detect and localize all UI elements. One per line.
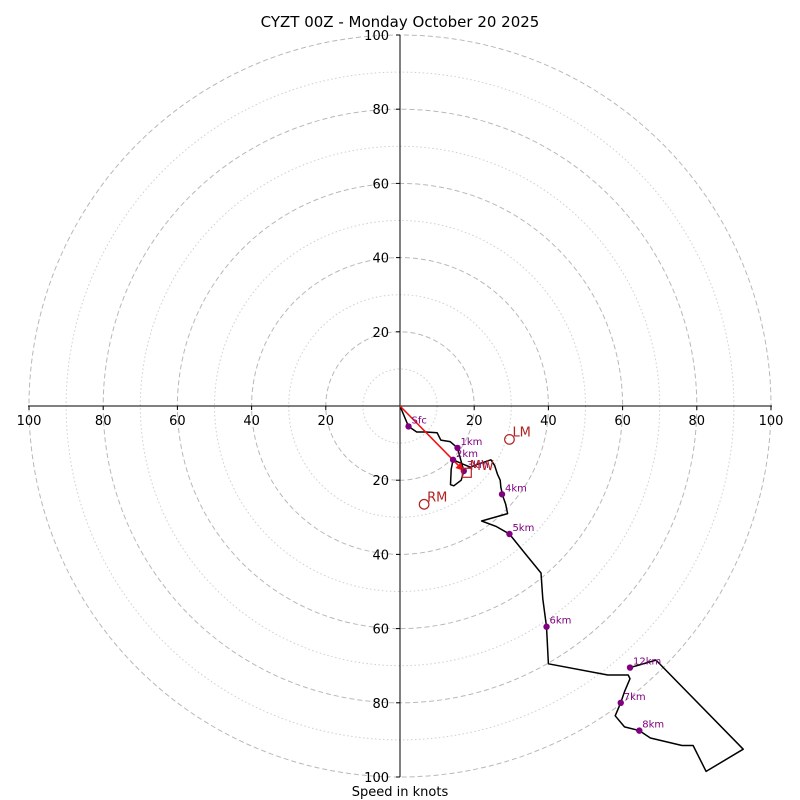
y-tick-label: 40 bbox=[372, 548, 389, 563]
x-tick-label: 40 bbox=[540, 414, 557, 429]
storm-motion-marker bbox=[418, 498, 430, 510]
height-marker-dot bbox=[617, 699, 624, 706]
y-tick-label: 60 bbox=[372, 623, 389, 638]
x-tick-label: 20 bbox=[466, 414, 483, 429]
x-tick-label: 100 bbox=[759, 414, 784, 429]
height-marker-label: 1km bbox=[461, 437, 483, 448]
height-marker-label: 2km bbox=[456, 449, 478, 460]
y-tick-label: 20 bbox=[372, 326, 389, 341]
y-tick-label: 40 bbox=[372, 252, 389, 267]
height-marker-dot bbox=[449, 456, 457, 463]
hodograph-trace bbox=[399, 405, 744, 773]
height-marker-dot bbox=[405, 423, 412, 430]
storm-motion-marker bbox=[504, 433, 515, 445]
x-tick-label: 80 bbox=[689, 414, 706, 429]
x-tick-label: 20 bbox=[318, 414, 335, 429]
storm-motion-markers: LM RM MW bbox=[418, 425, 531, 510]
storm-motion-marker bbox=[461, 467, 472, 478]
x-tick-label: 100 bbox=[17, 414, 42, 429]
height-marker-dot bbox=[498, 491, 506, 498]
x-tick-label: 60 bbox=[169, 414, 186, 429]
height-marker-label: 4km bbox=[505, 483, 527, 494]
height-marker-dot bbox=[636, 727, 643, 734]
height-marker-dot bbox=[626, 664, 634, 671]
height-marker-label: 7km bbox=[624, 692, 646, 703]
height-marker-label: Sfc bbox=[412, 415, 427, 426]
height-marker-dot bbox=[454, 444, 461, 452]
height-marker-label: 12km bbox=[633, 657, 661, 668]
y-tick-label: 100 bbox=[364, 29, 389, 44]
y-tick-label: 80 bbox=[372, 103, 389, 118]
y-tick-label: 20 bbox=[372, 474, 389, 489]
storm-motion-label: RM bbox=[427, 490, 447, 505]
storm-motion-label: MW bbox=[470, 459, 494, 474]
hodograph-trace-group bbox=[399, 405, 744, 773]
storm-motion-label: LM bbox=[512, 425, 530, 440]
height-marker-dot bbox=[506, 530, 513, 538]
height-marker-label: 8km bbox=[642, 720, 664, 731]
y-tick-label: 100 bbox=[364, 771, 389, 786]
y-tick-label: 60 bbox=[372, 177, 389, 192]
chart-title: CYZT 00Z - Monday October 20 2025 bbox=[261, 13, 540, 31]
height-marker-label: 5km bbox=[512, 523, 534, 534]
height-marker-label: 3km bbox=[467, 460, 489, 471]
height-marker-dot bbox=[543, 623, 550, 630]
x-tick-label: 60 bbox=[614, 414, 631, 429]
x-tick-label: 40 bbox=[243, 414, 260, 429]
y-tick-label: 80 bbox=[372, 697, 389, 712]
x-axis-label: Speed in knots bbox=[352, 785, 449, 800]
axis-ticks: 100 80 60 40 20 20 40 60 80 100 100 80 60 40 20 20 40 60 8… bbox=[17, 29, 784, 786]
x-tick-label: 80 bbox=[95, 414, 112, 429]
height-marker-label: 6km bbox=[550, 616, 572, 627]
